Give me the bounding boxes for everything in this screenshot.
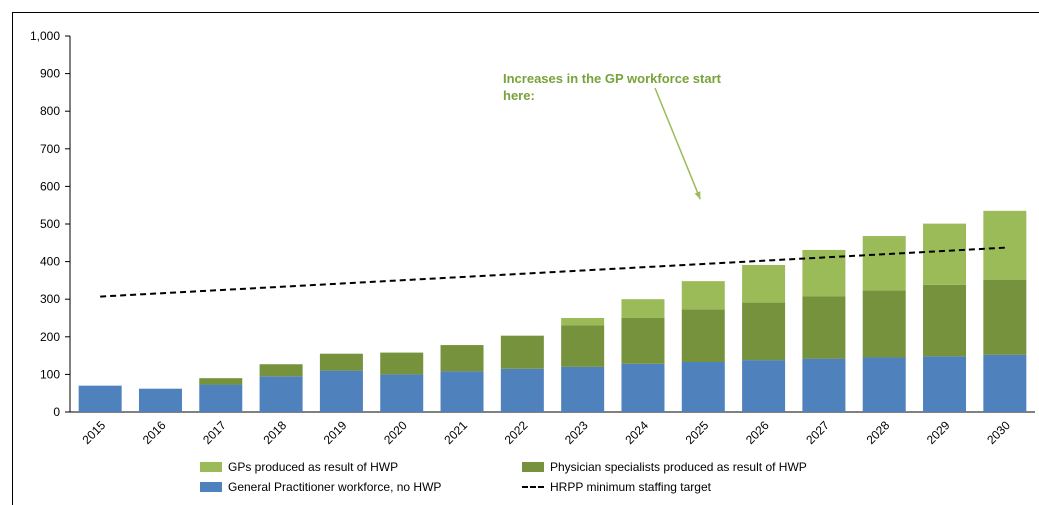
bar-segment-specialists-hwp	[380, 352, 424, 375]
bar-segment-gp-hwp	[561, 318, 605, 326]
bar-segment-specialists-hwp	[440, 345, 484, 372]
bar-segment-gp-no-hwp	[923, 356, 967, 412]
legend-label-gp-hwp: GPs produced as result of HWP	[228, 460, 399, 474]
y-axis: 0 100 200 300 400 500 600 700 800 900 1,000	[30, 29, 71, 419]
x-tick-label: 2020	[381, 418, 410, 447]
bar-segment-gp-no-hwp	[681, 361, 725, 412]
y-tick-label: 0	[53, 405, 60, 419]
x-tick-label: 2021	[441, 418, 470, 447]
bar-segment-gp-no-hwp	[199, 384, 243, 412]
legend-swatch-gp-no-hwp	[200, 482, 222, 492]
x-tick-label: 2029	[924, 418, 953, 447]
y-tick-label: 1,000	[30, 29, 60, 43]
bar-segment-specialists-hwp	[259, 364, 303, 377]
annotation-arrow	[654, 87, 701, 200]
target-line	[100, 246, 1005, 298]
x-tick-label: 2030	[984, 418, 1013, 447]
bar-segment-gp-no-hwp	[259, 376, 303, 412]
bar-segment-gp-no-hwp	[742, 360, 786, 412]
bar-segment-gp-no-hwp	[138, 388, 182, 412]
bar-segment-gp-hwp	[621, 299, 665, 318]
y-tick-label: 100	[40, 367, 60, 381]
legend-specialists-hwp: Physician specialists produced as result…	[522, 460, 807, 474]
x-tick-label: 2015	[79, 418, 108, 447]
x-tick-label: 2027	[803, 418, 832, 447]
bar-segment-specialists-hwp	[561, 325, 605, 367]
bar-segment-gp-no-hwp	[319, 370, 363, 412]
x-tick-label: 2028	[864, 418, 893, 447]
legend-swatch-target	[522, 486, 544, 488]
y-tick-label: 800	[40, 104, 60, 118]
bars	[78, 210, 1027, 412]
legend-label-gp-no-hwp: General Practitioner workforce, no HWP	[228, 480, 442, 494]
legend-target: HRPP minimum staffing target	[522, 480, 711, 494]
arrow-shaft	[654, 87, 701, 200]
y-tick-label: 200	[40, 330, 60, 344]
x-axis: 2015 2016 2017 2018 2019 2020 2021 2022 2023 2024…	[70, 411, 1035, 447]
bar-segment-gp-no-hwp	[561, 366, 605, 412]
bar-segment-gp-no-hwp	[500, 368, 544, 412]
bar-segment-specialists-hwp	[319, 353, 363, 371]
x-tick-label: 2024	[622, 418, 651, 447]
legend-gp-hwp: GPs produced as result of HWP	[200, 460, 398, 474]
x-tick-label: 2022	[502, 418, 531, 447]
bar-segment-gp-no-hwp	[440, 371, 484, 412]
legend-label-target: HRPP minimum staffing target	[550, 480, 711, 494]
bar-segment-gp-no-hwp	[380, 374, 424, 412]
bar-segment-gp-hwp	[923, 223, 967, 285]
arrow-head	[694, 191, 701, 200]
bar-segment-specialists-hwp	[681, 309, 725, 362]
bar-segment-specialists-hwp	[199, 378, 243, 385]
x-tick-label: 2026	[743, 418, 772, 447]
x-tick-label: 2019	[321, 418, 350, 447]
y-tick-label: 300	[40, 292, 60, 306]
legend-label-specialists-hwp: Physician specialists produced as result…	[550, 460, 807, 474]
bar-segment-specialists-hwp	[500, 335, 544, 369]
y-tick-label: 900	[40, 67, 60, 81]
bar-segment-gp-hwp	[742, 264, 786, 303]
bar-segment-gp-hwp	[862, 236, 906, 291]
bar-segment-gp-no-hwp	[983, 354, 1027, 412]
bar-segment-specialists-hwp	[621, 318, 665, 364]
x-tick-label: 2016	[140, 418, 169, 447]
bar-segment-gp-no-hwp	[621, 363, 665, 412]
legend-swatch-gp-hwp	[200, 462, 222, 472]
x-tick-label: 2023	[562, 418, 591, 447]
annotation-text: Increases in the GP workforce start here…	[503, 71, 721, 103]
y-tick-label: 600	[40, 179, 60, 193]
legend-gp-no-hwp: General Practitioner workforce, no HWP	[200, 480, 441, 494]
x-tick-label: 2018	[260, 418, 289, 447]
x-tick-label: 2017	[200, 418, 229, 447]
bar-segment-specialists-hwp	[862, 290, 906, 358]
bar-segment-specialists-hwp	[983, 279, 1027, 355]
bar-segment-gp-no-hwp	[802, 358, 846, 412]
bar-segment-gp-no-hwp	[862, 357, 906, 412]
bar-segment-gp-hwp	[681, 281, 725, 310]
y-tick-label: 500	[40, 217, 60, 231]
legend-swatch-specialists-hwp	[522, 462, 544, 472]
bar-segment-gp-no-hwp	[78, 385, 122, 412]
bar-segment-gp-hwp	[983, 210, 1027, 280]
bar-segment-specialists-hwp	[802, 296, 846, 359]
bar-segment-specialists-hwp	[923, 284, 967, 357]
x-tick-label: 2025	[683, 418, 712, 447]
chart-frame	[12, 12, 1039, 505]
bar-segment-specialists-hwp	[742, 302, 786, 361]
y-tick-label: 700	[40, 142, 60, 156]
y-tick-label: 400	[40, 255, 60, 269]
